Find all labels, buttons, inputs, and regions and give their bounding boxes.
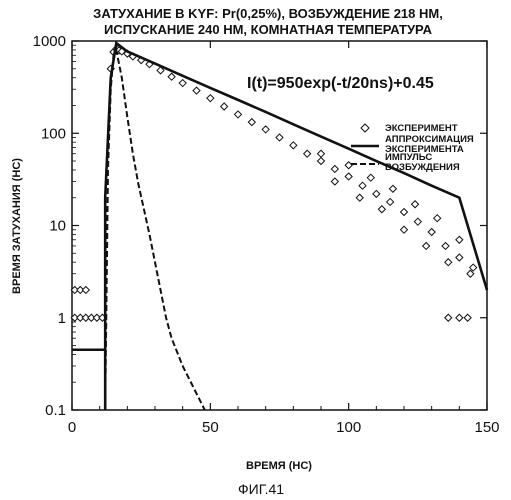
experiment-point <box>414 218 421 225</box>
experiment-point <box>179 80 186 87</box>
x-axis-label: ВРЕМЯ (НС) <box>246 460 312 472</box>
experiment-point <box>207 95 214 102</box>
experiment-point <box>262 126 269 133</box>
experiment-point <box>442 242 449 249</box>
excitation-pulse-line <box>105 50 205 410</box>
experiment-point <box>356 194 363 201</box>
legend-label: ВОЗБУЖДЕНИЯ <box>385 162 460 173</box>
y-tick-label: 1 <box>58 310 66 327</box>
experiment-point <box>389 185 396 192</box>
y-tick-label: 1000 <box>33 33 66 50</box>
experiment-point <box>401 226 408 233</box>
plot-frame <box>72 41 487 410</box>
experiment-point <box>290 142 297 149</box>
y-tick-label: 0.1 <box>45 402 66 419</box>
experiment-point <box>434 215 441 222</box>
experiment-point <box>367 174 374 181</box>
experiment-point <box>318 150 325 157</box>
x-tick-label: 0 <box>68 419 76 436</box>
experiment-point <box>428 229 435 236</box>
legend-marker-experiment <box>361 124 369 132</box>
experiment-point <box>359 182 366 189</box>
experiment-point <box>193 87 200 94</box>
experiment-point <box>464 314 471 321</box>
experiment-point <box>331 165 338 172</box>
legend-label: ЭКСПЕРИМЕНТ <box>385 123 458 134</box>
experiment-point <box>378 206 385 213</box>
experiment-point <box>318 158 325 165</box>
fit-line <box>72 43 487 410</box>
experiment-point <box>456 254 463 261</box>
experiment-point <box>168 73 175 80</box>
experiment-point <box>276 134 283 141</box>
experiment-point <box>82 286 89 293</box>
experiment-point <box>331 178 338 185</box>
experiment-point <box>304 150 311 157</box>
y-tick-label: 100 <box>41 125 66 142</box>
experiment-point <box>412 201 419 208</box>
experiment-point <box>445 314 452 321</box>
figure-caption: ФИГ.41 <box>238 481 284 497</box>
chart-title-line-2: ИСПУСКАНИЕ 240 НМ, КОМНАТНАЯ ТЕМПЕРАТУРА <box>104 22 433 37</box>
experiment-point <box>401 209 408 216</box>
y-tick-label: 10 <box>49 218 66 235</box>
y-axis-label: ВРЕМЯ ЗАТУХАНИЯ (НС) <box>11 158 23 294</box>
experiment-point <box>235 111 242 118</box>
experiment-point <box>445 259 452 266</box>
experiment-point <box>456 314 463 321</box>
experiment-point <box>345 162 352 169</box>
fit-equation-annotation: I(t)=950exp(-t/20ns)+0.45 <box>247 75 434 92</box>
experiment-point <box>373 190 380 197</box>
experiment-point <box>387 198 394 205</box>
x-tick-label: 100 <box>336 419 361 436</box>
experiment-point <box>248 119 255 126</box>
x-tick-label: 50 <box>202 419 219 436</box>
experiment-point <box>456 236 463 243</box>
chart-title-line-1: ЗАТУХАНИЕ В KYF: Pr(0,25%), ВОЗБУЖДЕНИЕ … <box>93 6 443 21</box>
experiment-point <box>423 242 430 249</box>
x-tick-label: 150 <box>474 419 499 436</box>
experiment-point <box>221 103 228 110</box>
experiment-point <box>345 173 352 180</box>
